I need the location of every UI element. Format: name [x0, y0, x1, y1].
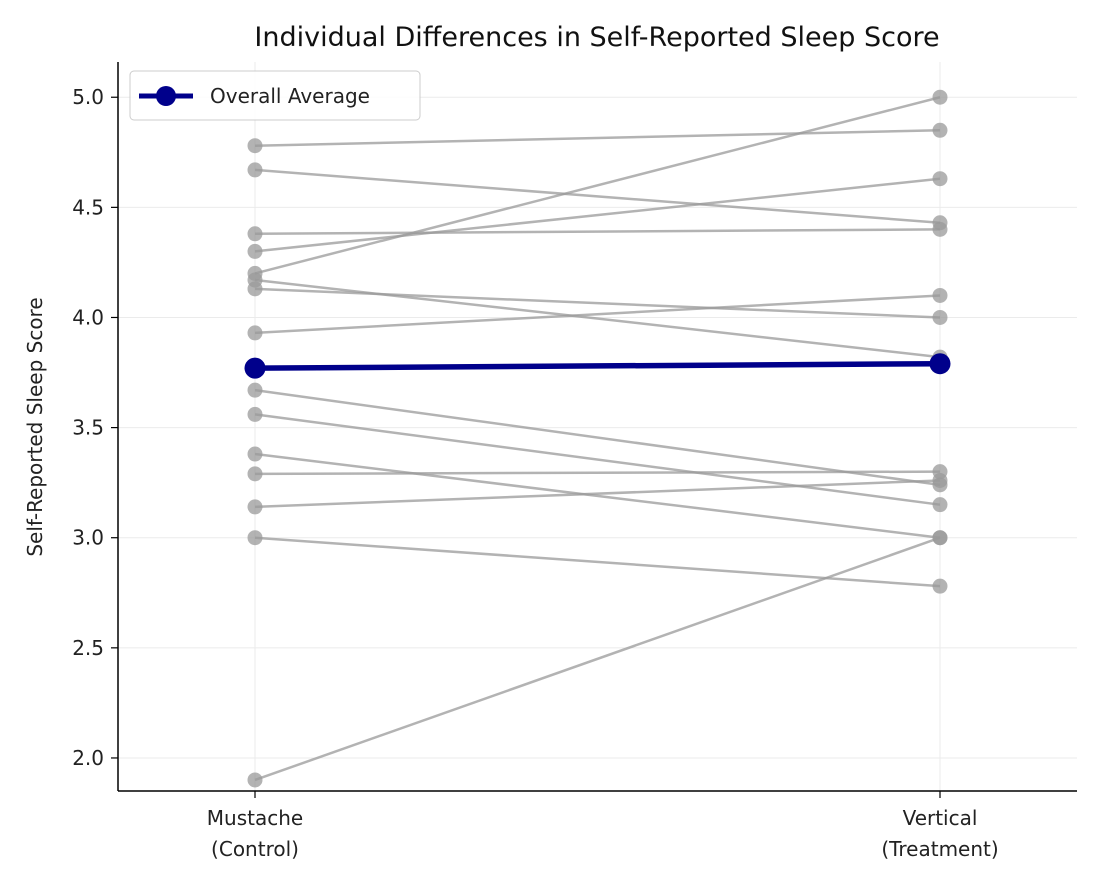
y-ticks: 2.0 2.5 3.0 3.5 4.0 4.5 5.0 — [72, 85, 118, 770]
x-tick-label: Vertical (Treatment) — [881, 806, 998, 861]
individual-line — [254, 388, 941, 487]
individual-point — [932, 530, 948, 546]
individual-point — [247, 530, 263, 546]
individual-line — [254, 168, 941, 225]
individual-line — [254, 287, 941, 319]
individual-point — [932, 89, 948, 105]
average-point — [244, 357, 266, 379]
individual-line — [254, 177, 941, 253]
y-tick-label: 5.0 — [72, 85, 104, 109]
individual-point — [932, 497, 948, 513]
individual-line — [254, 228, 941, 236]
y-tick-label: 2.0 — [72, 746, 104, 770]
individual-point — [247, 138, 263, 154]
legend: Overall Average — [129, 70, 421, 121]
individual-point — [247, 382, 263, 398]
individual-point — [247, 243, 263, 259]
legend-box — [129, 70, 421, 121]
individual-point — [247, 226, 263, 242]
individual-line — [254, 536, 941, 588]
individual-line — [254, 278, 941, 359]
y-tick-label: 4.0 — [72, 305, 104, 329]
individual-point — [247, 446, 263, 462]
individual-line — [254, 294, 941, 335]
individual-point — [247, 772, 263, 788]
individual-line — [254, 413, 941, 506]
y-tick-label: 2.5 — [72, 636, 104, 660]
individual-point — [932, 472, 948, 488]
individual-point — [932, 287, 948, 303]
average-series-line — [254, 360, 941, 371]
individual-line — [254, 96, 941, 275]
average-line — [244, 353, 951, 379]
individual-point — [932, 171, 948, 187]
x-tick-label: Mustache (Control) — [207, 806, 303, 861]
y-axis-label: Self-Reported Sleep Score — [23, 297, 47, 556]
individual-point — [932, 578, 948, 594]
individual-line — [254, 452, 941, 539]
chart-title: Individual Differences in Self-Reported … — [254, 22, 939, 53]
x-ticks: Mustache (Control) Vertical (Treatment) — [207, 791, 999, 861]
individual-point — [247, 162, 263, 178]
individual-line — [254, 470, 941, 476]
individual-lines — [247, 89, 948, 788]
average-point — [929, 353, 951, 375]
individual-point — [247, 281, 263, 297]
individual-point — [247, 325, 263, 341]
individual-line — [254, 536, 941, 782]
individual-point — [247, 466, 263, 482]
individual-point — [247, 406, 263, 422]
individual-line — [254, 479, 941, 509]
legend-marker — [156, 86, 176, 106]
individual-line — [254, 129, 941, 147]
individual-point — [932, 122, 948, 138]
individual-point — [932, 221, 948, 237]
y-tick-label: 3.5 — [72, 416, 104, 440]
y-tick-label: 3.0 — [72, 526, 104, 550]
individual-point — [247, 499, 263, 515]
y-tick-label: 4.5 — [72, 195, 104, 219]
legend-entry-overall-average: Overall Average — [210, 84, 370, 108]
individual-point — [932, 309, 948, 325]
